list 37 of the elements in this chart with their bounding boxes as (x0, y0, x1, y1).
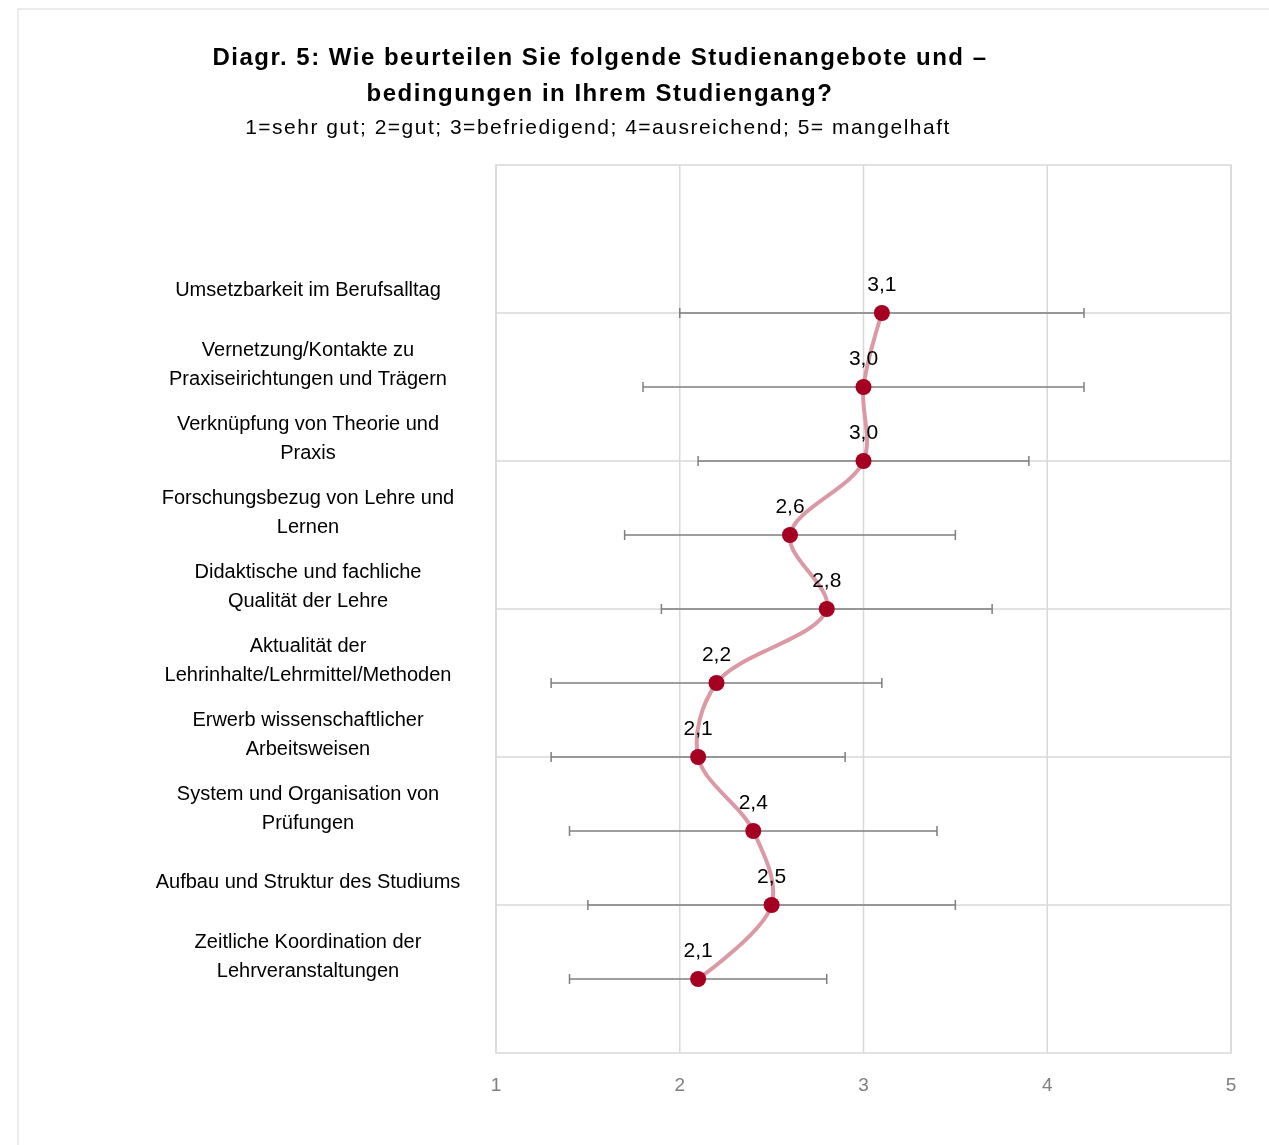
data-label: 2,2 (701, 642, 732, 665)
point (855, 379, 872, 395)
data-label: 2,5 (757, 864, 787, 887)
x-tick-label: 5 (1225, 1074, 1237, 1095)
data-label: 3,0 (848, 420, 879, 443)
y-tick-label: Aktualität der Lehrinhalte/Lehrmittel/Methoden (164, 633, 452, 685)
x-tick-label: 1 (490, 1074, 502, 1095)
point (690, 971, 707, 987)
y-tick-label: System und Organisation von Prüfungen (176, 781, 440, 833)
x-tick-label: 2 (674, 1074, 686, 1095)
data-label: 2,4 (738, 790, 769, 813)
point (782, 527, 798, 543)
point (763, 897, 780, 913)
y-tick-label: Verknüpfung von Theorie und Praxis (176, 411, 440, 463)
y-tick-label: Didaktische und fachliche Qualität der Lehre (194, 559, 422, 611)
data-label: 2,6 (775, 494, 805, 517)
data-label: 3,1 (867, 272, 897, 295)
chart-subtitle: 1=sehr gut; 2=gut; 3=befriedigend; 4=ausreichend; 5= mangelhaft (245, 115, 951, 138)
y-tick-label: Vernetzung/Kontakte zu Praxiseirichtungen und Trägern (169, 337, 447, 389)
chart-title: Diagr. 5: Wie beurteilen Sie folgende Studienangebote und – bedingungen in Ihrem Studiengang? (212, 43, 988, 106)
point (855, 453, 872, 469)
data-label: 3,0 (848, 346, 879, 369)
data-label: 2,1 (683, 938, 713, 961)
point (708, 675, 725, 691)
point (690, 749, 707, 765)
x-tick-label: 4 (1041, 1074, 1053, 1095)
point (818, 601, 835, 617)
data-label: 2,8 (812, 568, 842, 591)
y-tick-label: Zeitliche Koordination der Lehrveranstaltungen (194, 929, 422, 981)
y-tick-label: Erwerb wissenschaftlicher Arbeitsweisen (192, 707, 424, 759)
data-label: 2,1 (683, 716, 713, 739)
y-tick-label: Aufbau und Struktur des Studiums (155, 870, 461, 892)
y-tick-label: Forschungsbezug von Lehre und Lernen (161, 485, 455, 537)
point (873, 305, 890, 321)
point (745, 823, 762, 839)
x-tick-label: 3 (858, 1074, 869, 1095)
y-tick-label: Umsetzbarkeit im Berufsalltag (175, 278, 441, 300)
